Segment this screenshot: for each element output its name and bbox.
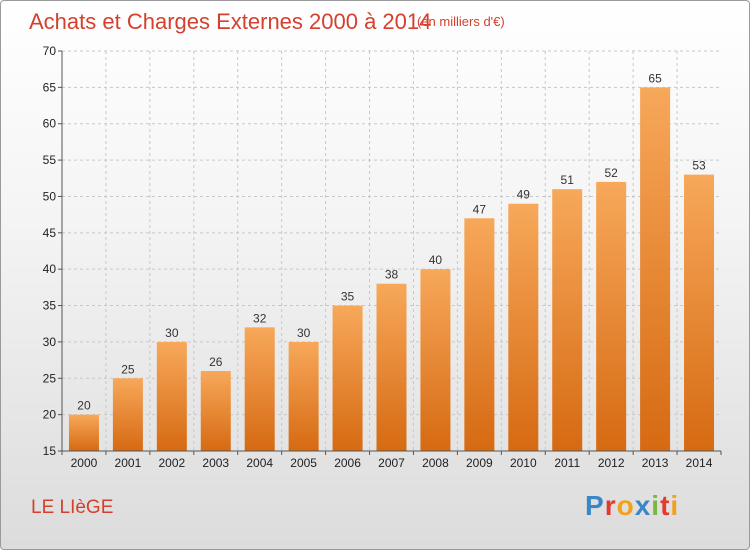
x-tick-label: 2013 (642, 456, 669, 470)
bar-value-label: 51 (561, 173, 575, 187)
y-tick-label: 55 (43, 153, 57, 167)
x-tick-label: 2014 (686, 456, 713, 470)
bar (244, 327, 275, 451)
bar (376, 283, 407, 451)
bar-value-label: 30 (165, 326, 179, 340)
bar-value-label: 47 (473, 202, 487, 216)
bar (288, 341, 319, 451)
y-tick-label: 45 (43, 226, 57, 240)
bar (420, 269, 451, 451)
y-tick-label: 25 (43, 371, 57, 385)
bar-value-label: 30 (297, 326, 311, 340)
y-tick-label: 35 (43, 299, 57, 313)
x-tick-label: 2008 (422, 456, 449, 470)
y-tick-label: 20 (43, 408, 57, 422)
x-tick-label: 2006 (334, 456, 361, 470)
chart-title: Achats et Charges Externes 2000 à 2014 (29, 9, 432, 34)
bar (640, 87, 671, 451)
bar (332, 305, 363, 451)
bar (68, 414, 99, 451)
y-tick-label: 40 (43, 262, 57, 276)
bar (464, 218, 495, 451)
x-tick-label: 2000 (71, 456, 98, 470)
x-tick-label: 2001 (115, 456, 142, 470)
axes: 15 20 25 30 35 40 45 50 55 60 65 70 2000 2001 2002 2003… (43, 44, 722, 470)
bar-value-label: 49 (517, 188, 531, 202)
x-tick-label: 2003 (202, 456, 229, 470)
x-tick-label: 2010 (510, 456, 537, 470)
bar-value-label: 53 (692, 159, 706, 173)
bar-value-label: 32 (253, 311, 267, 325)
commune-name: LE LIèGE (31, 497, 114, 518)
bar-value-label: 40 (429, 253, 443, 267)
x-tick-label: 2009 (466, 456, 493, 470)
y-tick-label: 60 (43, 117, 57, 131)
bar (508, 203, 539, 451)
bar (552, 189, 583, 451)
bar-value-label: 35 (341, 290, 355, 304)
bar-value-label: 65 (648, 71, 662, 85)
bar (596, 181, 627, 451)
proxiti-logo: Proxiti (585, 490, 680, 521)
bar (156, 341, 187, 451)
bar (684, 174, 715, 452)
bar-value-label: 38 (385, 268, 399, 282)
x-tick-label: 2005 (290, 456, 317, 470)
bar (112, 378, 143, 451)
bars: 20 25 30 26 32 30 35 38 40 47 49 51 52 65 53 (68, 71, 715, 452)
bar-value-label: 20 (77, 399, 91, 413)
bar (200, 371, 231, 451)
y-tick-label: 65 (43, 80, 57, 94)
y-tick-label: 70 (43, 44, 57, 58)
chart-unit: (en milliers d'€) (417, 14, 505, 29)
x-tick-label: 2007 (378, 456, 405, 470)
x-tick-label: 2012 (598, 456, 625, 470)
bar-value-label: 52 (604, 166, 618, 180)
y-tick-label: 15 (43, 444, 57, 458)
y-tick-label: 50 (43, 189, 57, 203)
bar-value-label: 26 (209, 355, 223, 369)
x-tick-label: 2011 (554, 456, 580, 470)
bar-value-label: 25 (121, 362, 135, 376)
x-tick-label: 2004 (246, 456, 273, 470)
x-tick-label: 2002 (158, 456, 185, 470)
y-tick-label: 30 (43, 335, 57, 349)
